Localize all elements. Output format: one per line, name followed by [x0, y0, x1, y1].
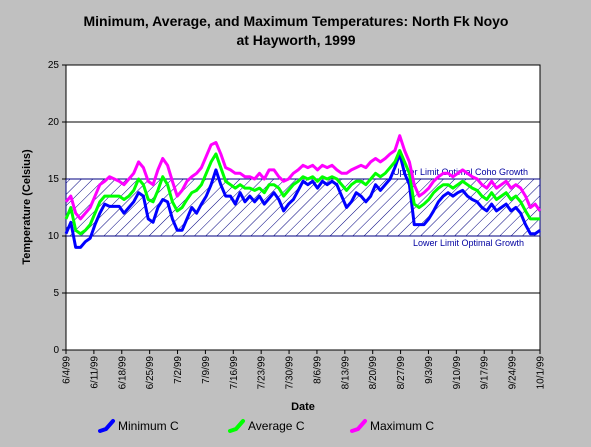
x-tick-label-0: 6/4/99	[62, 356, 73, 384]
chart-title-line1: Minimum, Average, and Maximum Temperatur…	[83, 13, 508, 29]
x-tick-label-11: 8/20/99	[368, 356, 379, 390]
x-tick-label-16: 9/24/99	[508, 356, 519, 390]
lower-limit-label: Lower Limit Optimal Growth	[413, 238, 524, 248]
x-tick-label-1: 6/11/99	[89, 356, 100, 389]
legend: Minimum C Average C Maximum C	[98, 419, 434, 433]
x-tick-label-17: 10/1/99	[536, 356, 547, 390]
legend-swatch-1	[228, 419, 245, 433]
x-tick-label-4: 7/2/99	[173, 356, 184, 384]
legend-label-2: Maximum C	[370, 419, 434, 433]
x-axis-title: Date	[291, 401, 315, 413]
y-tick-label-4: 20	[48, 117, 60, 128]
x-tick-label-15: 9/17/99	[480, 356, 491, 390]
x-tick-label-6: 7/16/99	[229, 356, 240, 390]
y-tick-label-3: 15	[48, 174, 60, 185]
series-line-maximum-c	[64, 134, 542, 221]
legend-swatch-0	[98, 419, 115, 433]
y-tick-label-0: 0	[53, 345, 59, 356]
series-line-average-c	[64, 149, 540, 236]
y-tick-label-2: 10	[48, 231, 60, 242]
x-tick-label-2: 6/18/99	[117, 356, 128, 390]
y-axis: 0 5 10 15 20 25	[48, 60, 66, 356]
x-tick-label-9: 8/6/99	[312, 356, 323, 384]
y-axis-title: Temperature (Celsius)	[21, 149, 33, 265]
x-tick-label-12: 8/27/99	[396, 356, 407, 390]
x-tick-label-13: 9/3/99	[424, 356, 435, 384]
series-line-minimum-c	[64, 152, 541, 249]
x-tick-label-14: 9/10/99	[452, 356, 463, 390]
y-tick-label-5: 25	[48, 60, 60, 71]
x-tick-label-3: 6/25/99	[145, 356, 156, 390]
x-tick-label-7: 7/23/99	[257, 356, 268, 390]
x-tick-label-8: 7/30/99	[285, 356, 296, 390]
legend-swatch-2	[350, 419, 367, 433]
series-lines	[64, 134, 542, 249]
legend-label-0: Minimum C	[118, 419, 179, 433]
x-axis: 6/4/99 6/11/99 6/18/99 6/25/99 7/2/99 7/9/99 7…	[62, 350, 547, 389]
y-tick-label-1: 5	[53, 288, 59, 299]
x-tick-label-10: 8/13/99	[340, 356, 351, 390]
chart-title-line2: at Hayworth, 1999	[236, 32, 355, 48]
legend-label-1: Average C	[248, 419, 305, 433]
x-tick-label-5: 7/9/99	[201, 356, 212, 384]
